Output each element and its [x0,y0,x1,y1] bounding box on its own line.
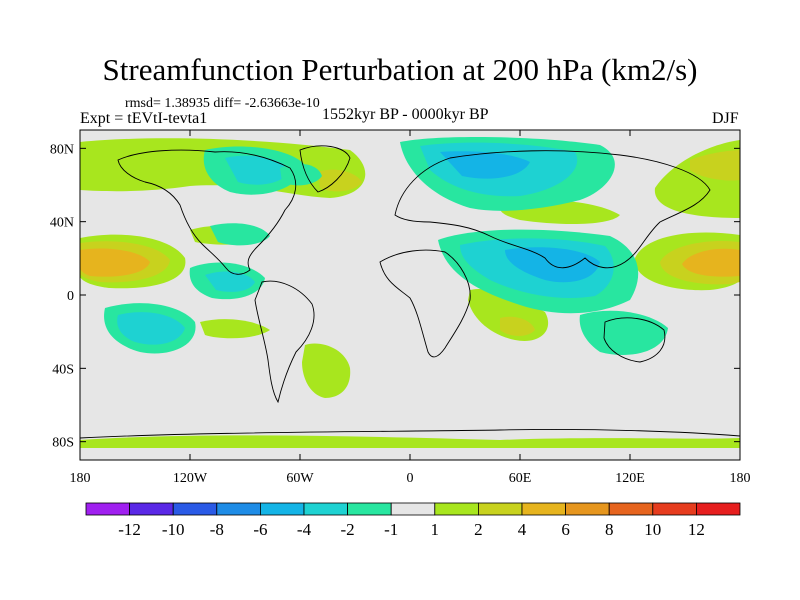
colorbar-label: -2 [341,520,355,539]
colorbar-swatch [216,502,261,516]
lat-tick-label: 80N [50,142,74,157]
contour-fill-green [302,343,351,398]
lon-axis: 180 120W 60W 0 60E 120E 180 [70,130,751,486]
coastline-south-america [254,280,315,404]
colorbar-label: 2 [474,520,483,539]
contour-fill-orange [682,248,740,277]
period-label: 1552kyr BP - 0000kyr BP [322,106,489,123]
stats-text: rmsd= 1.38935 diff= -2.63663e-10 [125,96,320,111]
lat-tick-label: 40S [52,362,74,377]
colorbar-swatch [172,502,218,516]
season-label: DJF [712,110,739,127]
colorbar-swatch [565,502,610,516]
lon-tick-label: 0 [407,471,414,486]
colorbar-label: 6 [561,520,570,539]
lat-tick-label: 40N [50,216,74,231]
colorbar-swatch [129,502,174,516]
colorbar-label: -6 [253,520,267,539]
lon-tick-label: 120W [173,471,208,486]
colorbar-label: 4 [518,520,527,539]
colorbar-label: -1 [384,520,398,539]
colorbar-label: 12 [688,520,705,539]
colorbar-swatch [85,502,130,516]
lon-tick-label: 60E [509,471,532,486]
contour-fill-yellow [500,316,535,336]
colorbar-label: -4 [297,520,312,539]
lat-tick-label: 0 [67,289,74,304]
colorbar-swatch [347,502,392,516]
lat-tick-label: 80S [52,436,74,451]
contour-fill-green [80,435,740,448]
contour-fill-green [200,319,270,339]
colorbar-label: 8 [605,520,614,539]
coastlines [80,145,740,439]
colorbar-swatch [434,502,479,516]
coastline-eurasia [394,150,711,269]
lon-tick-label: 180 [70,471,91,486]
contour-fill-negative [579,310,668,355]
colorbar: -12 -10 -8 -6 -4 -2 -1 1 2 4 6 8 10 12 [85,502,741,539]
colorbar-label: -12 [118,520,141,539]
colorbar-swatch [521,502,566,516]
lon-tick-label: 60W [286,471,314,486]
contour-fill-negative [210,223,270,246]
colorbar-swatch [303,502,348,516]
lon-tick-label: 120E [615,471,645,486]
contour-fills [80,136,740,448]
coastline-africa [379,249,471,358]
colorbar-label: -8 [210,520,224,539]
colorbar-swatch [652,502,697,516]
contour-fill-orange [80,248,150,277]
contour-fill-yellow [690,150,740,181]
contour-fill-negative [440,151,530,179]
coastline-greenland [299,145,351,193]
colorbar-swatch [477,502,523,516]
chart-title: Streamfunction Perturbation at 200 hPa (… [102,52,698,87]
colorbar-swatch [696,502,741,516]
colorbar-label: 10 [644,520,661,539]
experiment-label: Expt = tEVtI-tevta1 [80,110,208,127]
colorbar-label: 1 [431,520,440,539]
colorbar-swatch [608,502,654,516]
colorbar-swatch [259,502,305,516]
contour-fill-negative [225,155,290,185]
colorbar-label: -10 [162,520,185,539]
coastline-antarctica [80,429,740,439]
coastline-australia [603,317,666,363]
contour-fill-negative [117,312,185,345]
lon-tick-label: 180 [730,471,751,486]
colorbar-swatch [390,502,436,516]
lat-axis: 80N 40N 0 40S 80S [50,142,740,451]
contour-fill-negative [205,271,255,292]
coastline-north-america [117,149,297,275]
